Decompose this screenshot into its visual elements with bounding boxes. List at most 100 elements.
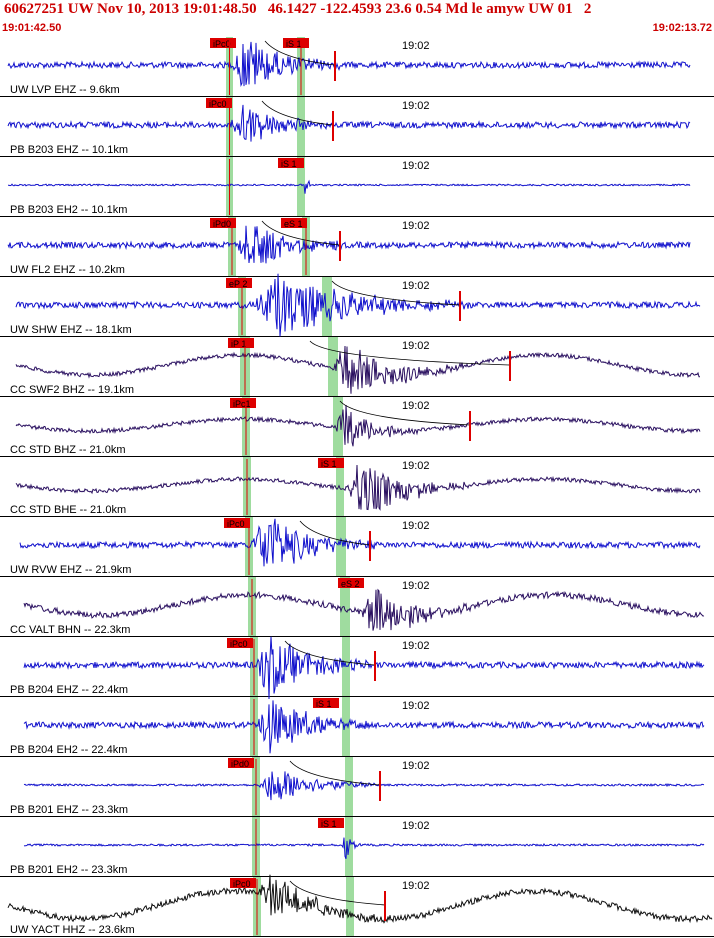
pick-window (333, 397, 343, 457)
pick-label: iPc0 (209, 99, 227, 109)
trace-label: UW SHW EHZ -- 18.1km (10, 324, 132, 336)
time-mark-label: 19:02 (402, 640, 430, 652)
waveform (23, 588, 705, 631)
pick-label: iPc0 (227, 519, 245, 529)
trace-row: 19:02 iPd0 eS 1 UW FL2 EHZ -- 10.2km (0, 217, 714, 277)
trace-row: 19:02 eP 2 UW SHW EHZ -- 18.1km (0, 273, 714, 337)
pick-flag (283, 38, 309, 48)
trace-row: 19:02 iPc0 PB B203 EHZ -- 10.1km (0, 97, 714, 157)
waveform (7, 874, 713, 924)
time-mark-label: 19:02 (402, 880, 430, 892)
trace-label: UW RVW EHZ -- 21.9km (10, 564, 131, 576)
waveform (15, 345, 700, 394)
trace-row: 19:02 iPc1 CC STD BHZ -- 21.0km (0, 397, 714, 457)
pick-flag (228, 338, 254, 348)
trace-row: 19:02 iP 1 CC SWF2 BHZ -- 19.1km (0, 337, 714, 397)
pick-flag (228, 758, 254, 768)
time-mark-label: 19:02 (402, 580, 430, 592)
time-mark-label: 19:02 (402, 700, 430, 712)
pick-label: iS 1 (281, 159, 297, 169)
trace-label: UW YACT HHZ -- 23.6km (10, 924, 135, 936)
trace-row: 19:02 iS 1 PB B203 EH2 -- 10.1km (0, 157, 714, 217)
time-mark-label: 19:02 (402, 220, 430, 232)
trace-label: UW FL2 EHZ -- 10.2km (10, 264, 125, 276)
event-title: 60627251 UW Nov 10, 2013 19:01:48.50 46.… (4, 1, 592, 17)
trace-row: 19:02 iPd0 PB B201 EHZ -- 23.3km (0, 757, 714, 817)
pick-label: iS 1 (321, 819, 337, 829)
waveform (23, 700, 705, 754)
time-mark-label: 19:02 (402, 100, 430, 112)
coda-curve (299, 520, 371, 546)
waveform (7, 41, 691, 88)
pick-label: iS 1 (316, 699, 332, 709)
trace-row: 19:02 iPc0 UW YACT HHZ -- 23.6km (0, 874, 714, 937)
time-mark-label: 19:02 (402, 820, 430, 832)
trace-row: 19:02 iPc0 iS 1 UW LVP EHZ -- 9.6km (0, 37, 714, 97)
trace-label: CC STD BHE -- 21.0km (10, 504, 126, 516)
pick-flag (206, 98, 232, 108)
pick-label: iS 1 (321, 459, 337, 469)
pick-flag (313, 698, 339, 708)
coda-curve (261, 220, 341, 246)
pick-label: iPd0 (213, 219, 231, 229)
pick-flag (210, 218, 236, 228)
pick-window (345, 757, 353, 817)
pick-flag (224, 518, 250, 528)
pick-label: eP 2 (229, 279, 247, 289)
waveform (23, 636, 705, 700)
pick-window (340, 577, 350, 637)
trace-row: 19:02 eS 2 CC VALT BHN -- 22.3km (0, 577, 714, 637)
time-mark-label: 19:02 (402, 280, 430, 292)
waveform (19, 518, 701, 567)
pick-label: iPc0 (213, 39, 231, 49)
pick-flag (318, 458, 344, 468)
waveform (15, 464, 701, 511)
time-mark-label: 19:02 (402, 40, 430, 52)
pick-window (342, 697, 350, 757)
pick-flag (278, 158, 304, 168)
trace-label: PB B204 EHZ -- 22.4km (10, 684, 128, 696)
time-mark-label: 19:02 (402, 400, 430, 412)
trace-row: 19:02 iS 1 PB B204 EH2 -- 22.4km (0, 697, 714, 757)
window-start-time: 19:01:42.50 (2, 22, 62, 34)
coda-curve (331, 280, 461, 306)
pick-label: iS 1 (286, 39, 302, 49)
pick-flag (227, 638, 253, 648)
pick-label: eS 2 (341, 579, 360, 589)
pick-label: iP 1 (231, 339, 246, 349)
time-mark-label: 19:02 (402, 340, 430, 352)
coda-curve (339, 400, 471, 426)
coda-curve (289, 760, 381, 786)
waveform (23, 771, 705, 801)
time-mark-label: 19:02 (402, 460, 430, 472)
waveform (15, 404, 701, 447)
trace-label: PB B203 EHZ -- 10.1km (10, 144, 128, 156)
trace-row: 19:02 iPc0 PB B204 EHZ -- 22.4km (0, 636, 714, 700)
waveform (15, 273, 701, 337)
trace-row: 19:02 iS 1 PB B201 EH2 -- 23.3km (0, 817, 714, 877)
trace-label: PB B203 EH2 -- 10.1km (10, 204, 127, 216)
trace-label: UW LVP EHZ -- 9.6km (10, 84, 120, 96)
event-header: 60627251 UW Nov 10, 2013 19:01:48.50 46.… (0, 0, 714, 36)
pick-flag (318, 818, 344, 828)
waveform (7, 104, 691, 142)
coda-curve (284, 640, 376, 666)
coda-curve (289, 880, 386, 906)
trace-label: PB B201 EH2 -- 23.3km (10, 864, 127, 876)
pick-window (297, 97, 305, 157)
pick-flag (226, 278, 252, 288)
pick-label: iPc0 (230, 639, 248, 649)
pick-label: eS 1 (284, 219, 303, 229)
pick-label: iPd0 (231, 759, 249, 769)
pick-window (328, 337, 338, 397)
window-end-time: 19:02:13.72 (652, 22, 712, 34)
time-mark-label: 19:02 (402, 760, 430, 772)
coda-curve (309, 340, 511, 366)
trace-label: CC VALT BHN -- 22.3km (10, 624, 130, 636)
time-mark-label: 19:02 (402, 160, 430, 172)
pick-label: iPc0 (233, 879, 251, 889)
coda-curve (261, 100, 334, 126)
seismogram-panel: 19:02 iPc0 iS 1 UW LVP EHZ -- 9.6km 19:02 iPc… (0, 37, 714, 937)
coda-curve (264, 40, 336, 66)
waveform (7, 225, 691, 264)
